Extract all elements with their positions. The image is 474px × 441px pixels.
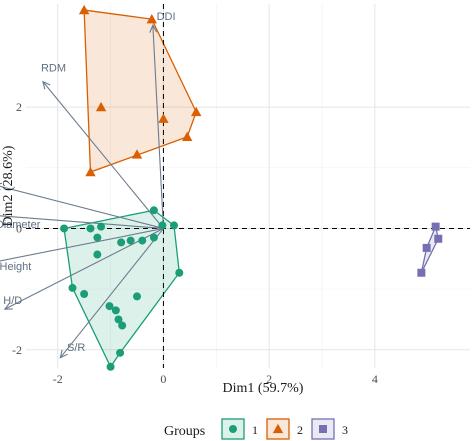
arrowhead-h-d (3, 302, 13, 310)
arrowhead-rdm (42, 80, 51, 90)
point-group-1 (93, 250, 102, 259)
point-group-1 (158, 221, 167, 230)
variable-label: DDI (157, 11, 176, 23)
arrow-diameter (0, 215, 164, 230)
variable-label: RDM (41, 63, 66, 75)
x-tick-label: 0 (160, 372, 166, 386)
variable-label: S/R (67, 342, 85, 354)
point-group-1 (114, 315, 123, 324)
point-group-1 (86, 224, 95, 233)
point-group-1 (118, 321, 127, 330)
y-axis-label: Dim2 (28.6%) (1, 145, 16, 226)
point-group-1 (170, 221, 178, 230)
point-group-1 (138, 236, 147, 245)
point-group-1 (106, 362, 115, 371)
point-group-3 (422, 243, 431, 252)
point-group-1 (126, 236, 135, 245)
point-group-1 (93, 233, 102, 242)
arrow-ddi (152, 25, 164, 229)
point-group-2 (182, 131, 193, 142)
legend-label: 1 (252, 423, 258, 437)
y-tick-label: -2 (12, 343, 22, 357)
point-group-3 (434, 234, 443, 243)
axis-ticks: -2 0 2 4 -2 0 2 (12, 100, 378, 386)
legend: Groups 1 2 3 (164, 418, 348, 440)
y-tick-label: 2 (16, 100, 22, 114)
point-group-1 (133, 292, 141, 301)
point-group-1 (111, 306, 120, 315)
legend-marker-1 (229, 425, 237, 433)
point-group-1 (97, 222, 106, 231)
point-group-1 (116, 348, 125, 357)
arrow-s-r (59, 228, 164, 359)
hull-group-1 (63, 209, 180, 369)
point-group-3 (431, 222, 440, 231)
point-group-2 (95, 101, 107, 112)
point-group-1 (80, 289, 89, 298)
point-group-2 (158, 113, 169, 123)
group-hulls (63, 9, 439, 369)
point-group-1 (149, 233, 158, 242)
variable-label: Height (0, 261, 31, 273)
x-tick-label: 2 (266, 372, 272, 386)
point-group-1 (117, 238, 126, 247)
arrowhead-ddi (149, 23, 158, 33)
legend-title: Groups (164, 424, 205, 439)
x-axis-label: Dim1 (59.7%) (223, 381, 304, 396)
point-group-1 (105, 302, 114, 311)
variable-label: Diameter (0, 219, 41, 231)
point-group-3 (417, 268, 426, 277)
hull-group-2 (83, 9, 197, 173)
y-tick-label: 0 (16, 221, 22, 235)
arrow-h-d (4, 227, 164, 310)
point-group-2 (131, 149, 143, 159)
legend-marker-2 (272, 423, 284, 434)
arrow-sdm (0, 185, 164, 229)
legend-label: 3 (342, 423, 348, 437)
point-group-2 (78, 4, 90, 15)
variable-label: H/D (3, 295, 22, 307)
point-group-1 (175, 268, 184, 277)
data-points (60, 4, 443, 371)
variable-arrows: DDIRDMSDMDiameterHeightH/DS/R (0, 11, 176, 359)
point-group-2 (191, 106, 202, 117)
point-group-2 (85, 166, 96, 177)
arrowhead-s-r (59, 349, 68, 359)
x-tick-label: 4 (372, 372, 378, 386)
point-group-1 (60, 224, 69, 233)
point-group-1 (149, 206, 158, 215)
arrow-rdm (42, 81, 164, 229)
legend-label: 2 (297, 423, 303, 437)
legend-marker-3 (319, 425, 327, 433)
x-tick-label: -2 (53, 372, 63, 386)
point-group-2 (146, 13, 157, 24)
point-group-1 (68, 283, 77, 292)
arrow-height (0, 227, 164, 262)
